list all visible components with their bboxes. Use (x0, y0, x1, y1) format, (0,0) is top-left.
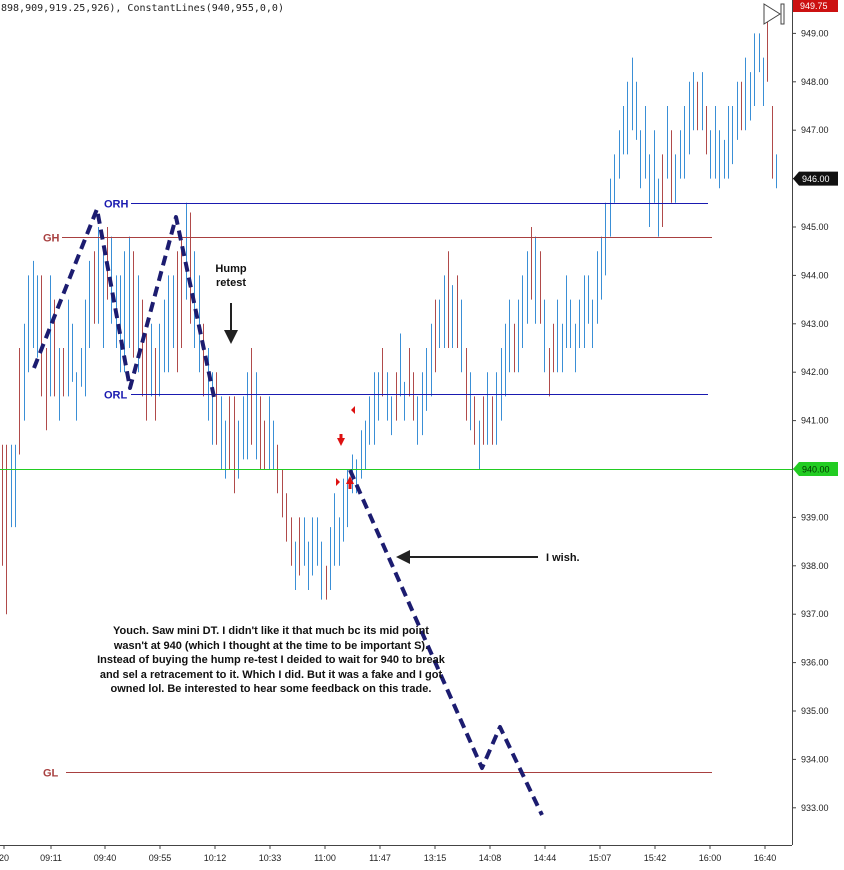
sell-arrow-stem (339, 434, 343, 439)
constant-line-tag: 940.00 (802, 465, 830, 475)
drawn-pattern-lines (32, 207, 544, 816)
entry-tick-marker (351, 406, 355, 414)
time-tick-label: 16:00 (699, 853, 722, 863)
price-tick-label: 945.00 (801, 222, 829, 232)
trade-note: Youch. Saw mini DT. I didn't like it tha… (97, 625, 445, 695)
time-tick-label: 14:44 (534, 853, 557, 863)
time-tick-label: 11:47 (369, 853, 391, 863)
hump-retest-label-2: retest (216, 277, 246, 289)
time-tick-label: 20 (0, 853, 9, 863)
price-tick-label: 938.00 (801, 561, 829, 571)
dashed-pattern-2 (348, 469, 544, 816)
last-price-tag: 946.00 (802, 174, 830, 184)
price-tags: 946.00 940.00 949.75 (793, 0, 838, 476)
price-tick-label: 942.00 (801, 367, 829, 377)
level-label-gl: GL (43, 768, 59, 780)
time-tick-label: 13:15 (424, 853, 447, 863)
play-icon[interactable] (763, 3, 785, 25)
price-tick-label: 941.00 (801, 416, 829, 426)
price-axis: 949.00 948.00 947.00 946.00 945.00 944.00 943.… (792, 0, 829, 845)
price-bars (2, 18, 777, 615)
indicator-header: 898,909,919.25,926), ConstantLines(940,9… (1, 3, 284, 14)
buy-arrow-marker (346, 476, 354, 484)
wish-arrow-head (396, 550, 410, 564)
trade-markers (224, 303, 538, 564)
time-tick-label: 09:40 (94, 853, 117, 863)
i-wish-label: I wish. (546, 552, 580, 564)
price-tick-label: 934.00 (801, 754, 829, 764)
top-price-tag-bg (793, 0, 838, 12)
top-price-tag: 949.75 (800, 1, 828, 11)
time-tick-label: 11:00 (314, 853, 336, 863)
price-tick-label: 944.00 (801, 270, 829, 280)
sell-arrow-marker (337, 438, 345, 446)
level-label-orh: ORH (104, 199, 129, 211)
annotations: Hump retest I wish. (215, 263, 579, 564)
time-tick-label: 09:55 (149, 853, 172, 863)
play-triangle (763, 3, 781, 25)
price-tick-label: 935.00 (801, 706, 829, 716)
price-tick-label: 939.00 (801, 512, 829, 522)
time-tick-label: 09:11 (40, 853, 62, 863)
time-tick-label: 10:33 (259, 853, 282, 863)
price-tick-label: 948.00 (801, 77, 829, 87)
price-tick-label: 943.00 (801, 319, 829, 329)
hump-retest-label-1: Hump (215, 263, 246, 275)
time-tick-label: 10:12 (204, 853, 227, 863)
constant-line-tag-bg (793, 462, 838, 476)
dashed-pattern-1 (32, 207, 216, 398)
price-tick-label: 937.00 (801, 609, 829, 619)
level-lines: ORH GH ORL GL (0, 199, 792, 780)
price-tick-label: 949.00 (801, 28, 829, 38)
hump-arrow-head (224, 330, 238, 344)
time-axis: 20 09:11 09:40 09:55 10:12 10:33 11:00 11:47 13:… (0, 845, 792, 863)
price-tick-label: 947.00 (801, 125, 829, 135)
exit-tick-marker (336, 478, 340, 486)
last-price-tag-bg (793, 171, 838, 186)
time-tick-label: 14:08 (479, 853, 502, 863)
time-tick-label: 15:42 (644, 853, 667, 863)
level-label-orl: ORL (104, 390, 128, 402)
play-bar (780, 3, 785, 25)
time-tick-label: 16:40 (754, 853, 777, 863)
price-tick-label: 933.00 (801, 803, 829, 813)
time-tick-label: 15:07 (589, 853, 612, 863)
buy-arrow-stem (348, 483, 352, 489)
price-tick-label: 936.00 (801, 658, 829, 668)
level-label-gh: GH (43, 233, 60, 245)
